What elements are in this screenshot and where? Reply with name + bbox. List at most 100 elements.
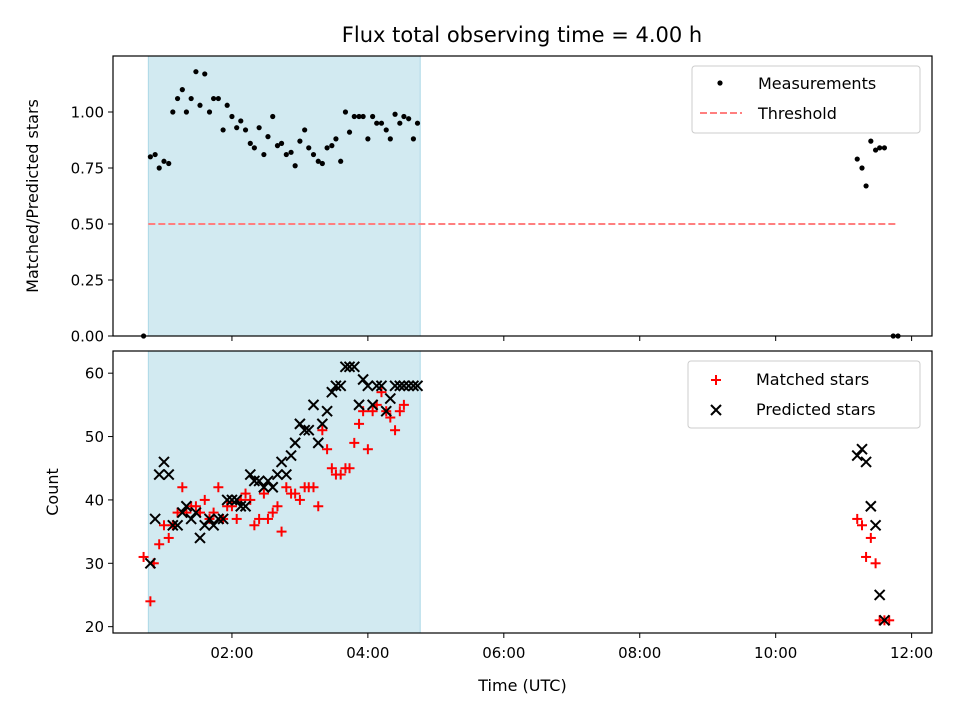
- measurement-point: [859, 165, 865, 171]
- predicted-marker-b: [362, 380, 374, 392]
- measurement-point: [310, 151, 317, 158]
- measurement-point: [342, 109, 349, 115]
- top-y-tick-label: 1.00: [71, 104, 104, 122]
- x-tick-label: 08:00: [618, 644, 661, 662]
- measurement-point: [193, 69, 199, 75]
- top-legend: Measurements Threshold: [691, 65, 921, 134]
- predicted-star-marker: [199, 519, 211, 531]
- measurement-point: [383, 127, 389, 133]
- measurement-point: [274, 143, 281, 149]
- predicted-star-marker: [285, 449, 297, 462]
- measurement-point: [206, 109, 213, 115]
- x-tick-label: 10:00: [754, 644, 797, 662]
- top-panel: 0.00 0.25 0.50 0.75 1.00 Matched/Predicted s…: [23, 55, 933, 346]
- matched-star-marker: [367, 406, 378, 417]
- predicted-star-marker: [394, 380, 406, 392]
- predicted-marker-b: [321, 405, 333, 417]
- predicted-star-marker: [298, 424, 311, 436]
- predicted-marker-b: [185, 513, 197, 525]
- predicted-marker-b: [860, 456, 872, 468]
- measurement-point: [306, 145, 312, 151]
- x-tick-label: 12:00: [890, 644, 933, 662]
- matched-star-marker: [240, 488, 251, 499]
- matched-star-marker: [344, 463, 355, 474]
- matched-star-marker: [177, 482, 188, 493]
- predicted-marker-b: [244, 468, 257, 481]
- predicted-star-marker: [176, 506, 189, 519]
- predicted-star-marker: [221, 494, 233, 506]
- matched-star-marker: [231, 513, 242, 524]
- measurement-point: [329, 143, 335, 149]
- predicted-marker-b: [353, 399, 365, 411]
- matched-star-marker: [856, 520, 867, 531]
- matched-star-marker: [326, 463, 337, 474]
- predicted-marker-b: [176, 506, 189, 519]
- bottom-y-axis: 20 30 40 50 60: [85, 365, 113, 636]
- legend-predicted-label: Predicted stars: [756, 400, 876, 419]
- predicted-marker-b: [865, 500, 877, 512]
- predicted-marker-b: [289, 437, 301, 449]
- bottom-y-tick-label: 40: [85, 491, 104, 509]
- x-tick-label: 04:00: [346, 644, 389, 662]
- predicted-marker-b: [235, 500, 247, 512]
- predicted-star-marker: [294, 418, 306, 430]
- predicted-star-marker: [860, 456, 872, 468]
- matched-star-marker: [281, 482, 292, 493]
- top-x-axis-ticks: [231, 336, 913, 341]
- measurement-point: [365, 136, 371, 142]
- measurement-point: [270, 113, 276, 120]
- bottom-legend-box: [687, 360, 921, 429]
- predicted-marker-b: [253, 475, 265, 487]
- predicted-marker-b: [380, 405, 392, 417]
- measurement-point: [881, 145, 888, 151]
- matched-star-marker: [861, 551, 872, 562]
- matched-star-marker: [163, 532, 174, 543]
- measurement-point: [161, 158, 167, 164]
- predicted-star-marker: [194, 532, 206, 544]
- x-tick-label: 06:00: [482, 644, 525, 662]
- predicted-star-marker: [865, 500, 877, 512]
- predicted-marker-b: [873, 589, 886, 601]
- predicted-marker-b: [230, 494, 243, 506]
- predicted-star-marker: [330, 380, 342, 392]
- legend-threshold-label: Threshold: [757, 104, 837, 123]
- predicted-marker-b: [394, 380, 406, 392]
- matched-star-marker: [390, 425, 401, 436]
- predicted-star-marker: [271, 468, 284, 481]
- measurement-point: [370, 113, 376, 120]
- matched-star-marker: [322, 444, 333, 455]
- measurement-point: [854, 156, 860, 162]
- matched-star-marker: [335, 469, 346, 480]
- predicted-marker-b: [348, 361, 360, 373]
- bottom-y-tick-label: 60: [85, 365, 104, 383]
- measurement-point: [868, 138, 874, 144]
- predicted-star-marker: [207, 519, 220, 531]
- measurement-point: [170, 109, 176, 115]
- bottom-y-tick-label: 30: [85, 555, 104, 573]
- predicted-star-marker: [343, 361, 356, 373]
- matched-star-marker: [190, 501, 201, 512]
- measurement-point: [302, 127, 308, 133]
- matched-star-marker: [870, 558, 881, 569]
- measurement-point: [147, 154, 153, 160]
- x-tick-label: 02:00: [210, 644, 253, 662]
- matched-star-marker: [213, 482, 224, 493]
- bottom-y-axis-label: Count: [43, 468, 62, 516]
- matched-star-marker: [884, 615, 895, 626]
- predicted-marker-b: [285, 449, 297, 462]
- measurement-point: [229, 113, 235, 120]
- x-axis: 02:00 04:00 06:00 08:00 10:00 12:00: [210, 633, 933, 662]
- predicted-marker-b: [199, 519, 211, 531]
- matched-star-marker: [308, 482, 319, 493]
- measurement-point: [414, 120, 421, 126]
- matched-star-marker: [258, 488, 269, 499]
- predicted-star-marker: [163, 468, 175, 481]
- matched-star-marker: [262, 513, 273, 524]
- predicted-marker-b: [248, 475, 261, 487]
- measurement-point: [156, 165, 162, 171]
- measurement-point: [378, 120, 385, 126]
- predicted-star-marker: [316, 418, 329, 430]
- predicted-marker-b: [203, 513, 216, 525]
- legend-measurement-marker: [717, 80, 723, 86]
- predicted-marker-b: [167, 519, 179, 531]
